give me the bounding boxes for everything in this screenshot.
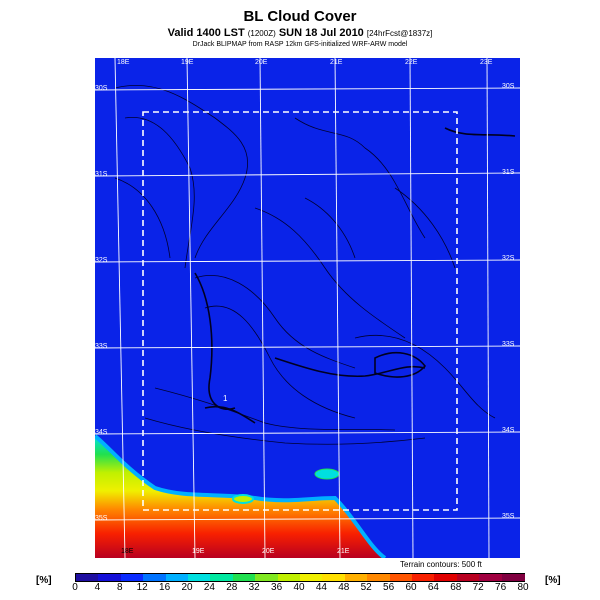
colorbar-segment bbox=[210, 574, 234, 581]
colorbar-segment bbox=[165, 574, 189, 581]
model-credit: DrJack BLIPMAP from RASP 12km GFS-initia… bbox=[192, 41, 408, 48]
colorbar-tick-label: 4 bbox=[94, 582, 101, 593]
colorbar-tick-label: 36 bbox=[271, 582, 283, 593]
colorbar-segment bbox=[412, 574, 436, 581]
forecast-info: [24hrFcst@1837z] bbox=[366, 29, 433, 38]
colorbar-segment bbox=[98, 574, 122, 581]
colorbar-tick-label: 16 bbox=[159, 582, 171, 593]
lat-label-left: 30S bbox=[95, 85, 108, 92]
colorbar-tick-label: 32 bbox=[248, 582, 260, 593]
colorbar-tick-label: 64 bbox=[427, 582, 439, 593]
point-marker: 1 bbox=[223, 394, 228, 403]
lon-label-bottom: 20E bbox=[262, 548, 275, 555]
lon-label-top: 23E bbox=[480, 59, 493, 66]
colorbar-segment bbox=[322, 574, 346, 581]
lat-label-right: 30S bbox=[502, 83, 515, 90]
lat-label-right: 33S bbox=[502, 341, 515, 348]
cloud-cover-map: 18E 19E 20E 21E 22E 23E 30S 31S 32S 33S … bbox=[95, 58, 520, 558]
lon-label-top: 20E bbox=[255, 59, 268, 66]
lat-label-right: 34S bbox=[502, 427, 515, 434]
lat-label-left: 34S bbox=[95, 429, 108, 436]
map-svg bbox=[95, 58, 520, 558]
colorbar-segment bbox=[456, 574, 481, 581]
lon-label-top: 19E bbox=[181, 59, 194, 66]
colorbar-tick-label: 60 bbox=[405, 582, 417, 593]
colorbar-segment bbox=[501, 574, 525, 581]
colorbar-segment bbox=[367, 574, 391, 581]
utc-time: (1200Z) bbox=[247, 29, 276, 38]
chart-title: BL Cloud Cover bbox=[243, 8, 357, 25]
lon-label-top: 18E bbox=[117, 59, 130, 66]
valid-time: Valid 1400 LST bbox=[167, 27, 245, 39]
colorbar-segment bbox=[389, 574, 413, 581]
major-contours bbox=[194, 127, 516, 424]
colorbar-segment bbox=[232, 574, 257, 581]
lon-label-bottom: 21E bbox=[337, 548, 350, 555]
colorbar-segment bbox=[434, 574, 458, 581]
colorbar-segment bbox=[255, 574, 279, 581]
lat-label-left: 31S bbox=[95, 171, 108, 178]
lat-label-left: 35S bbox=[95, 515, 108, 522]
colorbar-tick-label: 28 bbox=[226, 582, 238, 593]
colorbar-tick-label: 72 bbox=[472, 582, 484, 593]
colorbar-unit-right: [%] bbox=[545, 575, 561, 586]
valid-time-line: Valid 1400 LST (1200Z) SUN 18 Jul 2010 [… bbox=[0, 27, 600, 39]
colorbar-tick-label: 8 bbox=[117, 582, 123, 593]
colorbar-tick-label: 40 bbox=[293, 582, 305, 593]
forecast-date: SUN 18 Jul 2010 bbox=[278, 27, 364, 39]
colorbar-segment bbox=[344, 574, 369, 581]
lat-label-right: 32S bbox=[502, 255, 515, 262]
colorbar-tick-label: 56 bbox=[383, 582, 395, 593]
lat-label-right: 31S bbox=[502, 169, 515, 176]
colorbar-tick-label: 0 bbox=[72, 582, 78, 593]
terrain-contours bbox=[114, 84, 496, 445]
colorbar-tick-label: 44 bbox=[315, 582, 327, 593]
lat-label-right: 35S bbox=[502, 513, 515, 520]
colorbar-tick-label: 48 bbox=[338, 582, 350, 593]
lat-label-left: 32S bbox=[95, 257, 108, 264]
colorbar-ticks: 0 4 8 12 16 20 24 28 32 36 40 44 48 52 56 60 64 68 72 76 80 bbox=[0, 582, 600, 596]
colorbar-tick-label: 68 bbox=[450, 582, 462, 593]
lon-label-top: 21E bbox=[330, 59, 343, 66]
lat-lon-grid bbox=[95, 58, 520, 558]
cloud-patch bbox=[314, 468, 340, 480]
colorbar-unit-left: [%] bbox=[36, 575, 52, 586]
colorbar-segment bbox=[277, 574, 301, 581]
lon-label-bottom: 19E bbox=[192, 548, 205, 555]
colorbar-segment bbox=[143, 574, 167, 581]
colorbar-segment bbox=[300, 574, 324, 581]
colorbar bbox=[75, 573, 525, 582]
terrain-contours-note: Terrain contours: 500 ft bbox=[400, 560, 482, 569]
colorbar-tick-label: 20 bbox=[181, 582, 193, 593]
cloud-region-edge bbox=[95, 434, 387, 558]
lon-label-bottom: 18E bbox=[121, 548, 134, 555]
colorbar-segment bbox=[76, 574, 100, 581]
colorbar-segment bbox=[479, 574, 503, 581]
colorbar-tick-label: 80 bbox=[517, 582, 529, 593]
cloud-patch bbox=[232, 494, 254, 504]
colorbar-tick-label: 12 bbox=[136, 582, 148, 593]
colorbar-tick-label: 76 bbox=[495, 582, 507, 593]
colorbar-segment bbox=[188, 574, 212, 581]
lat-label-left: 33S bbox=[95, 343, 108, 350]
lon-label-top: 22E bbox=[405, 59, 418, 66]
colorbar-segment bbox=[120, 574, 145, 581]
colorbar-tick-label: 24 bbox=[203, 582, 215, 593]
colorbar-tick-label: 52 bbox=[360, 582, 372, 593]
model-domain-box bbox=[142, 111, 458, 511]
